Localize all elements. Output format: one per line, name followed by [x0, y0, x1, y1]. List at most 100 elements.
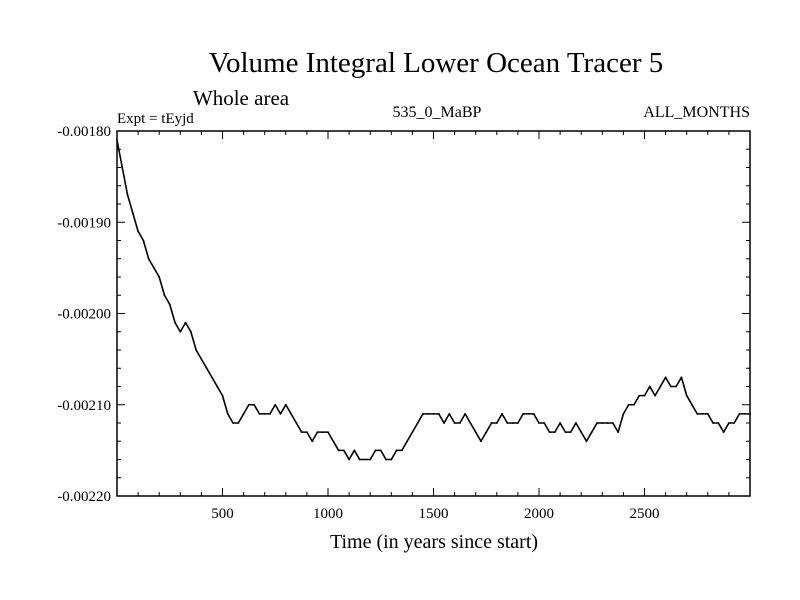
plot-frame	[116, 130, 751, 497]
data-point	[295, 422, 298, 424]
data-point	[511, 422, 514, 424]
data-point	[131, 212, 134, 215]
data-point	[617, 431, 620, 434]
data-point	[348, 458, 350, 461]
data-point	[406, 440, 409, 443]
data-point	[369, 458, 372, 461]
data-point	[722, 431, 725, 434]
data-point	[258, 412, 261, 415]
y-tick-label: -0.00220	[57, 489, 111, 505]
data-point	[153, 266, 155, 269]
data-point	[480, 440, 482, 443]
data-point	[453, 422, 456, 424]
data-point	[274, 403, 277, 406]
center-label: 535_0_MaBP	[393, 104, 482, 121]
data-point	[553, 431, 556, 434]
y-tick-label: -0.00200	[57, 307, 111, 323]
data-point	[174, 321, 176, 324]
data-point	[638, 394, 641, 397]
data-point	[158, 276, 161, 278]
data-point	[263, 412, 266, 415]
data-point	[142, 239, 145, 242]
data-point	[654, 394, 656, 397]
data-point	[226, 412, 229, 415]
data-point	[422, 412, 424, 415]
data-point	[495, 422, 498, 424]
data-point	[501, 412, 503, 415]
data-point	[575, 422, 577, 424]
data-point	[200, 358, 203, 361]
chart-title: Volume Integral Lower Ocean Tracer 5	[209, 47, 663, 79]
data-point	[738, 412, 741, 415]
data-point	[448, 412, 451, 415]
data-point	[675, 385, 678, 388]
data-point	[485, 431, 488, 434]
data-point	[137, 230, 140, 233]
data-point	[327, 431, 329, 434]
data-point	[211, 376, 213, 379]
data-point	[242, 412, 245, 415]
data-point	[316, 431, 319, 434]
data-point	[221, 394, 224, 397]
data-point	[269, 412, 271, 415]
data-point	[527, 412, 530, 415]
data-point	[253, 403, 256, 406]
data-point	[358, 458, 361, 461]
data-point	[306, 431, 308, 434]
data-point	[712, 422, 714, 424]
data-point	[627, 403, 630, 406]
data-point	[643, 394, 646, 397]
data-point	[247, 403, 250, 406]
y-tick-label: -0.00190	[57, 215, 111, 231]
x-tick-label: 2000	[524, 506, 554, 522]
data-point	[126, 193, 129, 196]
data-point	[648, 385, 651, 388]
data-point	[669, 385, 672, 388]
data-point	[464, 412, 467, 415]
data-point	[733, 422, 736, 424]
data-point	[564, 431, 567, 434]
data-point	[728, 422, 730, 424]
data-point	[179, 330, 182, 333]
series-line	[116, 139, 750, 461]
data-point	[205, 367, 208, 370]
data-point	[633, 403, 635, 406]
data-point	[189, 330, 192, 333]
data-point	[717, 422, 720, 424]
data-point	[522, 412, 525, 415]
data-point	[400, 449, 403, 452]
data-point	[321, 431, 324, 434]
expt-label: Expt = tEyjd	[117, 111, 194, 127]
y-tick-label: -0.00210	[57, 398, 111, 414]
data-point	[590, 431, 593, 434]
x-tick-label: 500	[211, 506, 234, 522]
data-point	[517, 422, 519, 424]
data-point	[606, 422, 609, 424]
data-point	[195, 349, 198, 351]
data-point	[443, 422, 445, 424]
data-point	[458, 422, 461, 424]
data-point	[548, 431, 551, 434]
data-point	[701, 412, 704, 415]
data-point	[685, 394, 688, 397]
data-point	[168, 303, 171, 306]
data-point	[337, 449, 340, 452]
x-tick-label: 1500	[419, 506, 449, 522]
data-point	[364, 458, 366, 461]
data-point	[411, 431, 414, 434]
data-point	[416, 422, 419, 424]
data-point	[237, 422, 240, 424]
y-tick-label: -0.00180	[57, 124, 111, 140]
chart-subtitle: Whole area	[193, 86, 290, 110]
data-point	[437, 412, 440, 415]
x-axis-label: Time (in years since start)	[330, 531, 538, 553]
series-group	[116, 139, 751, 461]
data-point	[569, 431, 572, 434]
data-point	[374, 449, 377, 452]
data-point	[311, 440, 314, 443]
axis-tick-labels: 500 1000 1500 2000 2500 -0.00180 -0.00190 -0.00…	[57, 124, 659, 522]
data-point	[559, 422, 561, 424]
data-point	[290, 412, 292, 415]
data-point	[147, 257, 150, 260]
